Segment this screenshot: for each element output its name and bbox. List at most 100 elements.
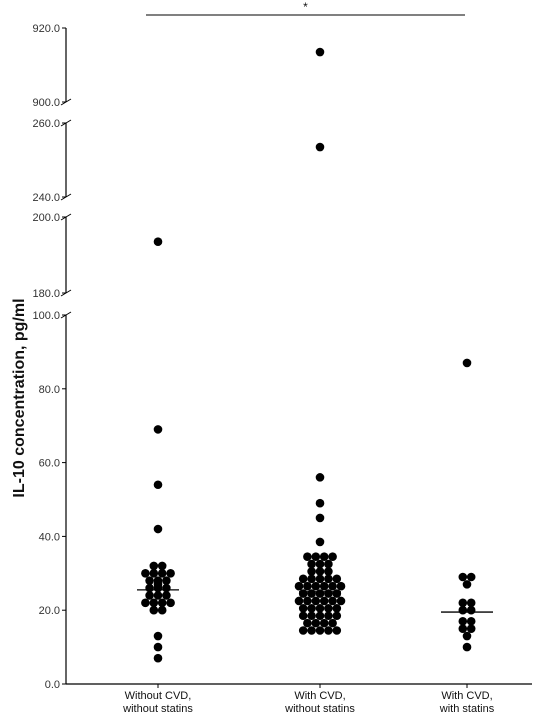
data-point: [298, 589, 308, 598]
data-point: [324, 626, 333, 635]
data-point: [294, 596, 304, 606]
axis-break-mark: [60, 119, 72, 127]
data-point: [157, 605, 167, 615]
data-point: [328, 552, 337, 561]
data-point: [328, 596, 337, 606]
y-axis-title: IL-10 concentration, pg/ml: [11, 298, 28, 497]
data-point: [162, 583, 171, 593]
data-point: [141, 569, 150, 578]
data-point: [153, 425, 163, 434]
data-point: [145, 583, 154, 593]
data-point: [462, 642, 472, 652]
data-point: [466, 598, 476, 608]
data-point: [315, 611, 325, 621]
data-point: [162, 576, 171, 585]
data-point: [153, 631, 163, 641]
data-point: [149, 561, 159, 571]
data-point: [303, 596, 312, 606]
data-point: [462, 580, 472, 589]
data-point: [319, 596, 329, 606]
data-point: [328, 581, 337, 591]
y-tick-label: 40.0: [39, 531, 60, 543]
data-point: [145, 591, 154, 600]
data-point: [307, 589, 316, 598]
data-point: [462, 358, 472, 368]
data-point: [332, 626, 342, 635]
data-point: [332, 611, 342, 621]
data-point: [166, 598, 175, 608]
data-point: [307, 626, 316, 635]
category-labels: Without CVD, without statins With CVD, with…: [122, 684, 495, 715]
data-point: [315, 626, 325, 635]
data-point: [336, 581, 346, 591]
data-point: [458, 598, 468, 608]
y-tick-label: 900.0: [32, 97, 60, 109]
data-point: [141, 598, 150, 608]
axis-break-mark: [60, 98, 72, 106]
data-point: [145, 576, 154, 585]
data-point: [311, 552, 321, 561]
data-point: [157, 598, 167, 608]
data-point: [311, 596, 321, 606]
y-tick-label: 240.0: [32, 192, 60, 204]
y-tick-label: 80.0: [39, 384, 60, 396]
data-point: [324, 604, 333, 613]
data-point: [458, 605, 468, 615]
axis-break-mark: [60, 289, 72, 297]
data-point: [458, 616, 468, 626]
data-point: [307, 567, 316, 576]
data-point: [336, 596, 346, 606]
data-point: [315, 513, 325, 523]
significance-label: *: [303, 0, 308, 14]
data-point: [298, 626, 308, 635]
y-tick-label: 20.0: [39, 605, 60, 617]
data-point: [153, 524, 163, 534]
axis-breaks: [60, 98, 72, 319]
data-point: [149, 598, 159, 608]
axis-break-mark: [60, 193, 72, 201]
data-point: [324, 574, 333, 584]
data-point: [466, 572, 476, 582]
data-point: [458, 572, 468, 582]
data-point: [303, 618, 312, 628]
data-point: [298, 611, 308, 621]
data-point: [153, 480, 163, 490]
data-point: [166, 569, 175, 578]
data-point: [328, 618, 337, 628]
data-point: [307, 574, 316, 584]
data-point: [324, 589, 333, 598]
data-point: [332, 589, 342, 598]
data-point: [153, 591, 163, 600]
data-point: [315, 589, 325, 598]
data-point: [315, 47, 325, 57]
data-point: [332, 574, 342, 584]
data-point: [162, 591, 171, 600]
y-tick-label: 100.0: [32, 310, 60, 322]
data-point: [307, 604, 316, 613]
data-point: [462, 631, 472, 641]
data-point: [332, 604, 342, 613]
data-point: [315, 537, 325, 547]
data-point: [319, 581, 329, 591]
data-point: [315, 604, 325, 613]
data-point: [153, 237, 163, 246]
data-point: [458, 624, 468, 633]
data-point: [294, 581, 304, 591]
data-point: [315, 498, 325, 508]
data-point: [319, 552, 329, 561]
y-tick-label: 0.0: [45, 679, 60, 691]
data-point: [307, 611, 316, 621]
data-point: [303, 552, 312, 561]
data-point: [315, 473, 325, 482]
data-point: [324, 611, 333, 621]
data-point: [298, 604, 308, 613]
data-point: [324, 559, 333, 569]
data-point: [315, 142, 325, 152]
data-point: [157, 561, 167, 571]
data-point: [466, 605, 476, 615]
y-tick-label: 260.0: [32, 118, 60, 130]
data-point: [153, 653, 163, 663]
data-point: [466, 616, 476, 626]
data-point: [153, 576, 163, 585]
